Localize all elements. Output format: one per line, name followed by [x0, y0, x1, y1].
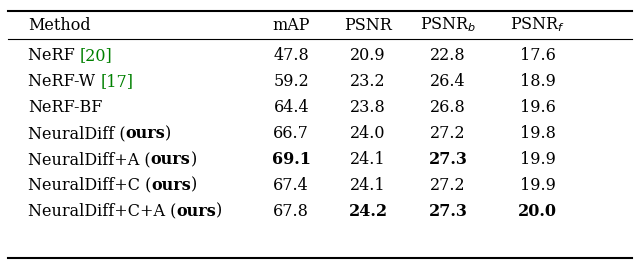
- Text: ): ): [165, 125, 172, 143]
- Text: NeRF-W: NeRF-W: [28, 73, 100, 90]
- Text: Method: Method: [28, 17, 91, 33]
- Text: 18.9: 18.9: [520, 73, 556, 90]
- Text: ): ): [191, 176, 197, 194]
- Text: 24.2: 24.2: [348, 203, 388, 220]
- Text: 27.2: 27.2: [430, 125, 466, 143]
- Text: PSNR$_f$: PSNR$_f$: [510, 16, 565, 34]
- Text: 27.3: 27.3: [429, 151, 467, 169]
- Text: 24.1: 24.1: [350, 151, 386, 169]
- Text: NeuralDiff+C (: NeuralDiff+C (: [28, 176, 152, 194]
- Text: 20.0: 20.0: [518, 203, 557, 220]
- Text: 19.8: 19.8: [520, 125, 556, 143]
- Text: NeRF: NeRF: [28, 48, 80, 64]
- Text: ours: ours: [152, 176, 191, 194]
- Text: mAP: mAP: [273, 17, 310, 33]
- Text: 27.2: 27.2: [430, 176, 466, 194]
- Text: NeuralDiff+C+A (: NeuralDiff+C+A (: [28, 203, 177, 220]
- Text: ): ): [216, 203, 222, 220]
- Text: 24.1: 24.1: [350, 176, 386, 194]
- Text: 69.1: 69.1: [272, 151, 310, 169]
- Text: NeRF-BF: NeRF-BF: [28, 99, 102, 117]
- Text: 19.9: 19.9: [520, 176, 556, 194]
- Text: PSNR: PSNR: [344, 17, 392, 33]
- Text: ours: ours: [150, 151, 190, 169]
- Text: 66.7: 66.7: [273, 125, 309, 143]
- Text: NeuralDiff (: NeuralDiff (: [28, 125, 125, 143]
- Text: 26.4: 26.4: [430, 73, 466, 90]
- Text: 19.9: 19.9: [520, 151, 556, 169]
- Text: 47.8: 47.8: [273, 48, 309, 64]
- Text: ours: ours: [177, 203, 216, 220]
- Text: 64.4: 64.4: [273, 99, 309, 117]
- Text: PSNR$_b$: PSNR$_b$: [420, 16, 476, 34]
- Text: 67.8: 67.8: [273, 203, 309, 220]
- Text: 26.8: 26.8: [430, 99, 466, 117]
- Text: 23.2: 23.2: [350, 73, 386, 90]
- Text: 19.6: 19.6: [520, 99, 556, 117]
- Text: 59.2: 59.2: [273, 73, 309, 90]
- Text: 22.8: 22.8: [430, 48, 466, 64]
- Text: 27.3: 27.3: [429, 203, 467, 220]
- Text: 17.6: 17.6: [520, 48, 556, 64]
- Text: 24.0: 24.0: [350, 125, 386, 143]
- Text: [17]: [17]: [100, 73, 133, 90]
- Text: 67.4: 67.4: [273, 176, 309, 194]
- Text: NeuralDiff+A (: NeuralDiff+A (: [28, 151, 150, 169]
- Text: 23.8: 23.8: [350, 99, 386, 117]
- Text: ours: ours: [125, 125, 165, 143]
- Text: ): ): [190, 151, 196, 169]
- Text: [20]: [20]: [80, 48, 113, 64]
- Text: 20.9: 20.9: [350, 48, 386, 64]
